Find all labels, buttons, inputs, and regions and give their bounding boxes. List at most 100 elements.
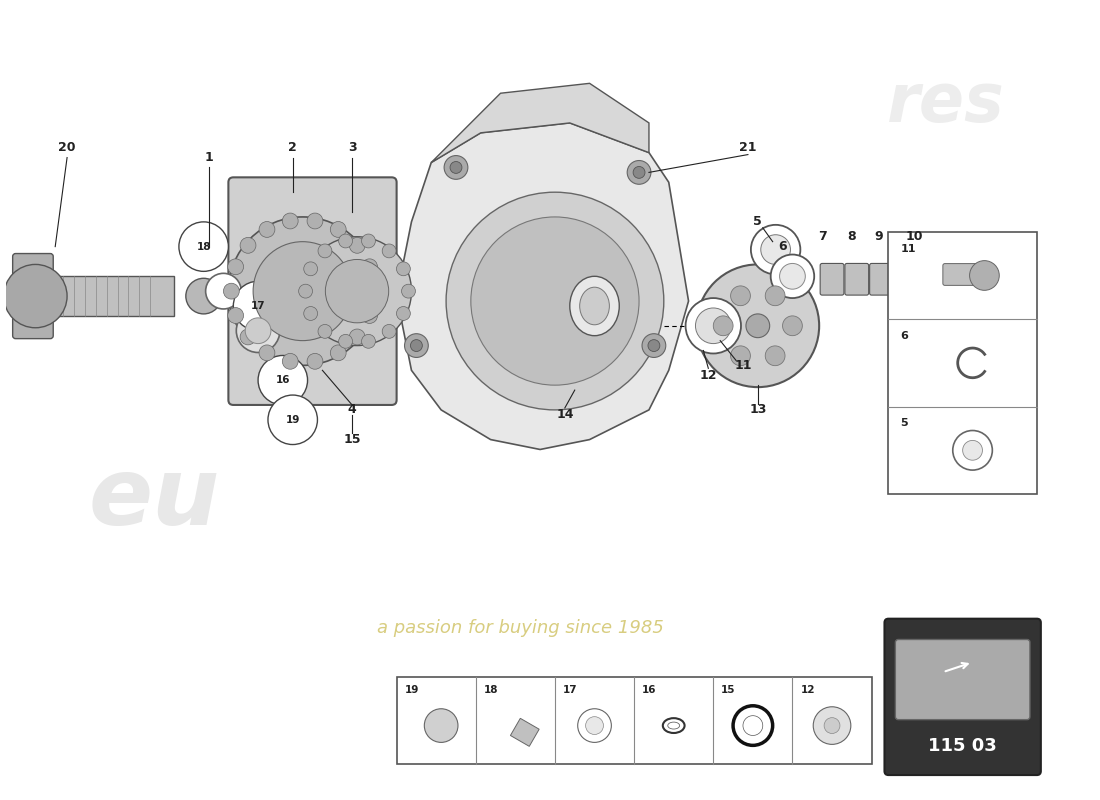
Circle shape [223,283,240,299]
Text: 8: 8 [847,230,856,243]
Circle shape [410,340,422,351]
Circle shape [366,283,382,299]
Circle shape [396,306,410,320]
Circle shape [425,709,458,742]
Circle shape [260,222,275,238]
FancyBboxPatch shape [845,263,869,295]
Text: 115 03: 115 03 [928,738,997,755]
Circle shape [258,355,308,405]
Circle shape [350,329,365,345]
Circle shape [304,306,318,320]
Circle shape [362,234,375,248]
Circle shape [330,345,346,361]
Circle shape [782,316,802,336]
Circle shape [362,307,377,323]
Circle shape [326,259,388,323]
Circle shape [696,265,820,387]
Circle shape [685,298,741,354]
Circle shape [304,262,318,276]
Text: 11: 11 [734,359,751,372]
Circle shape [648,340,660,351]
Text: 19: 19 [286,414,300,425]
FancyBboxPatch shape [821,263,844,295]
Circle shape [283,213,298,229]
Text: 15: 15 [343,433,361,446]
Circle shape [953,430,992,470]
Text: 6: 6 [778,240,786,253]
Circle shape [824,718,840,734]
Polygon shape [431,83,649,162]
Circle shape [444,155,468,179]
Text: 9: 9 [874,230,883,243]
Text: eu: eu [88,453,220,545]
Text: 4: 4 [348,403,356,416]
Text: 16: 16 [642,685,657,695]
Circle shape [339,334,352,348]
Ellipse shape [580,287,609,325]
Circle shape [307,213,323,229]
FancyBboxPatch shape [884,618,1041,775]
Circle shape [450,162,462,174]
Bar [25,276,174,316]
Circle shape [339,234,352,248]
Bar [397,677,871,764]
Text: 15: 15 [722,685,736,695]
Circle shape [969,261,999,290]
Circle shape [713,316,733,336]
Text: 12: 12 [700,369,717,382]
Text: 13: 13 [749,403,767,416]
Text: 7: 7 [817,230,826,243]
Circle shape [642,334,666,358]
Text: 20: 20 [58,141,76,154]
FancyBboxPatch shape [13,254,53,338]
Circle shape [362,259,377,274]
Ellipse shape [570,276,619,336]
Circle shape [307,354,323,370]
Bar [889,232,1037,494]
Circle shape [766,346,785,366]
Text: 1: 1 [205,151,213,164]
Circle shape [746,314,770,338]
Circle shape [962,441,982,460]
FancyBboxPatch shape [229,178,397,405]
Circle shape [179,222,229,271]
Ellipse shape [668,722,680,729]
Circle shape [634,166,645,178]
Circle shape [186,278,221,314]
Circle shape [318,244,332,258]
Circle shape [405,334,428,358]
Circle shape [245,318,271,343]
Circle shape [253,242,352,341]
FancyBboxPatch shape [895,639,1030,720]
Text: 5: 5 [900,418,908,429]
Text: 10: 10 [905,230,923,243]
Circle shape [206,274,241,309]
FancyBboxPatch shape [901,254,942,302]
Circle shape [913,261,949,296]
Circle shape [240,238,256,254]
Circle shape [771,254,814,298]
Circle shape [695,308,732,343]
Text: 12: 12 [801,685,815,695]
FancyBboxPatch shape [943,264,984,286]
Circle shape [228,259,243,274]
Text: 16: 16 [276,375,290,386]
Circle shape [228,307,243,323]
Circle shape [813,706,850,744]
Text: 14: 14 [557,408,573,422]
Text: 18: 18 [197,242,211,252]
Text: 17: 17 [563,685,578,695]
Circle shape [260,345,275,361]
Circle shape [402,284,416,298]
Text: a passion for buying since 1985: a passion for buying since 1985 [377,618,663,637]
Text: 17: 17 [251,301,265,311]
Circle shape [447,192,663,410]
Circle shape [766,286,785,306]
Bar [510,718,539,746]
Circle shape [733,706,772,746]
Circle shape [730,286,750,306]
Circle shape [578,709,612,742]
Circle shape [362,334,375,348]
Text: 18: 18 [484,685,498,695]
Circle shape [350,238,365,254]
